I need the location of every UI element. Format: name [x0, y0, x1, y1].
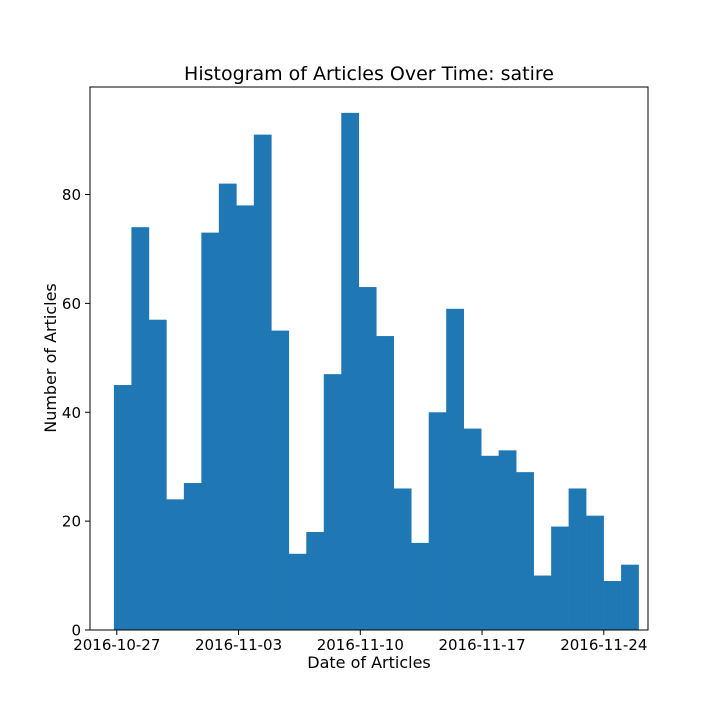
- histogram-bar: [446, 308, 464, 630]
- chart-title: Histogram of Articles Over Time: satire: [184, 63, 554, 85]
- y-tick-label: 0: [71, 622, 81, 640]
- histogram-bar: [428, 412, 447, 630]
- plot-frame: [89, 86, 649, 631]
- histogram-bar: [166, 499, 185, 630]
- y-tick-label: 60: [62, 295, 81, 313]
- histogram-bar: [271, 330, 290, 630]
- histogram-bar: [218, 183, 237, 630]
- histogram-bar: [603, 581, 622, 630]
- y-tick-label: 40: [62, 404, 81, 422]
- histogram-bar: [551, 526, 569, 630]
- bars-group: [113, 112, 639, 631]
- histogram-bar: [253, 134, 272, 630]
- y-tick-label: 80: [62, 186, 81, 204]
- histogram-bar: [288, 553, 307, 630]
- histogram-bar: [236, 205, 255, 630]
- histogram-bar: [113, 385, 132, 630]
- histogram-bar: [358, 287, 377, 630]
- histogram-bar: [341, 112, 360, 631]
- histogram-bar: [393, 488, 412, 630]
- histogram-bar: [201, 232, 220, 630]
- x-tick-label: 2016-11-10: [317, 636, 404, 654]
- x-tick-label: 2016-10-27: [73, 636, 160, 654]
- y-tick-label: 20: [62, 513, 81, 531]
- y-axis-ticks: 0 20 40 60 80: [62, 186, 90, 640]
- histogram-bar: [376, 336, 395, 630]
- histogram-bar: [148, 319, 167, 630]
- histogram-bar: [498, 450, 517, 630]
- histogram-bar: [131, 227, 150, 631]
- x-axis-ticks: 2016-10-27 2016-11-03 2016-11-10 2016-11-17…: [73, 630, 647, 654]
- x-tick-label: 2016-11-24: [560, 636, 647, 654]
- histogram-bar: [323, 374, 342, 630]
- histogram-bar: [481, 455, 499, 630]
- y-axis-label: Number of Articles: [41, 283, 60, 433]
- histogram-bar: [621, 564, 639, 630]
- x-tick-label: 2016-11-17: [438, 636, 525, 654]
- histogram-bar: [516, 472, 534, 630]
- histogram-bar: [533, 575, 552, 630]
- histogram-bar: [183, 483, 202, 630]
- histogram-bar: [411, 542, 430, 630]
- histogram-bar: [586, 515, 604, 630]
- x-tick-label: 2016-11-03: [195, 636, 282, 654]
- histogram-bar: [568, 488, 587, 630]
- histogram-bar: [306, 532, 325, 630]
- histogram-bar: [463, 428, 482, 630]
- x-axis-label: Date of Articles: [307, 653, 431, 672]
